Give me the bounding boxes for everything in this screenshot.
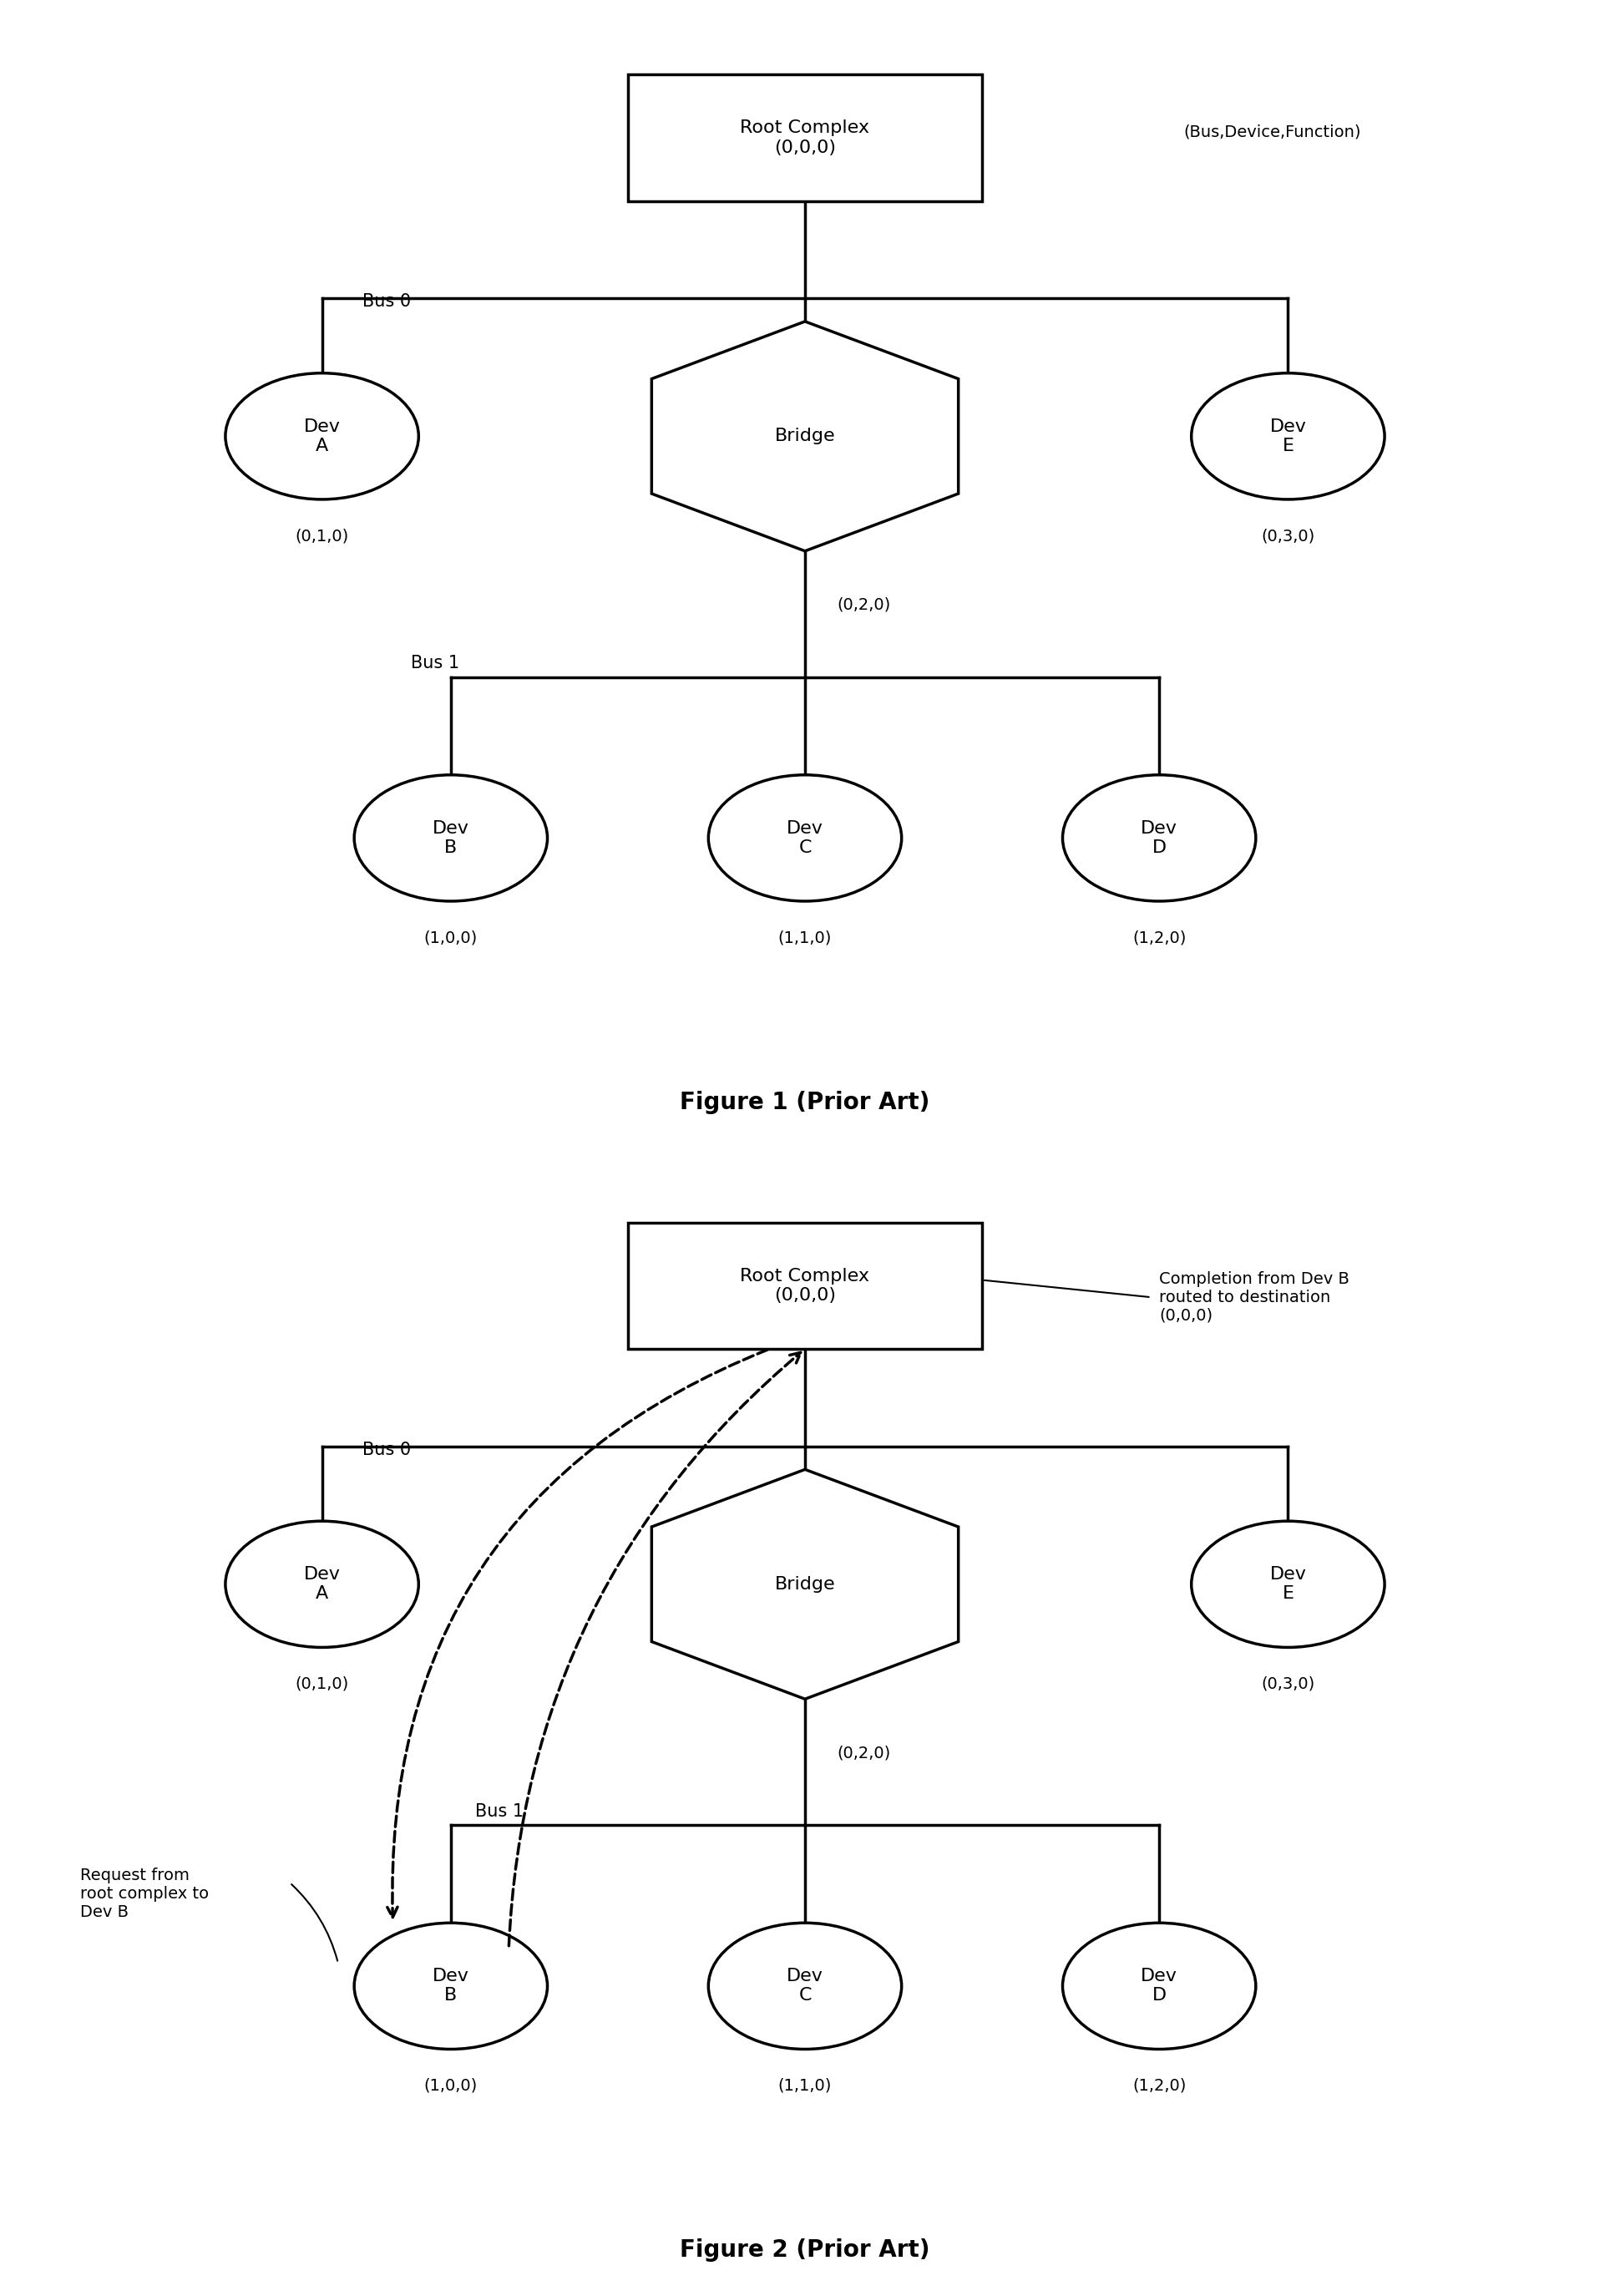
Text: (0,3,0): (0,3,0) <box>1261 528 1315 544</box>
Ellipse shape <box>1063 1924 1256 2048</box>
Text: Dev
B: Dev B <box>433 1968 469 2004</box>
Text: Bus 1: Bus 1 <box>411 654 459 670</box>
Text: (1,2,0): (1,2,0) <box>1132 2078 1187 2094</box>
Text: Dev
B: Dev B <box>433 820 469 856</box>
Text: Bridge: Bridge <box>774 427 836 445</box>
Text: (0,2,0): (0,2,0) <box>837 1745 890 1761</box>
Text: Request from
root complex to
Dev B: Request from root complex to Dev B <box>81 1869 209 1919</box>
Ellipse shape <box>1191 1522 1385 1649</box>
Text: Dev
C: Dev C <box>787 820 823 856</box>
Text: Dev
D: Dev D <box>1141 820 1177 856</box>
Ellipse shape <box>354 774 547 902</box>
Text: (1,1,0): (1,1,0) <box>778 930 832 946</box>
Text: Dev
A: Dev A <box>304 418 340 455</box>
Text: Root Complex
(0,0,0): Root Complex (0,0,0) <box>741 1267 869 1304</box>
Ellipse shape <box>1063 774 1256 902</box>
Ellipse shape <box>708 774 902 902</box>
Text: Bridge: Bridge <box>774 1575 836 1593</box>
Text: (0,2,0): (0,2,0) <box>837 597 890 613</box>
Text: (0,1,0): (0,1,0) <box>295 1676 349 1692</box>
Text: Dev
E: Dev E <box>1270 1566 1306 1603</box>
Ellipse shape <box>708 1924 902 2048</box>
Text: (1,0,0): (1,0,0) <box>423 930 478 946</box>
Text: (0,3,0): (0,3,0) <box>1261 1676 1315 1692</box>
Text: (0,1,0): (0,1,0) <box>295 528 349 544</box>
Text: (1,1,0): (1,1,0) <box>778 2078 832 2094</box>
Ellipse shape <box>354 1924 547 2048</box>
Ellipse shape <box>225 372 419 498</box>
Ellipse shape <box>1191 372 1385 498</box>
Text: Root Complex
(0,0,0): Root Complex (0,0,0) <box>741 119 869 156</box>
Text: (1,2,0): (1,2,0) <box>1132 930 1187 946</box>
Text: Dev
E: Dev E <box>1270 418 1306 455</box>
FancyBboxPatch shape <box>628 1221 982 1350</box>
Text: Dev
C: Dev C <box>787 1968 823 2004</box>
Text: (1,0,0): (1,0,0) <box>423 2078 478 2094</box>
Ellipse shape <box>225 1522 419 1649</box>
Text: (Bus,Device,Function): (Bus,Device,Function) <box>1183 124 1360 140</box>
Text: Figure 1 (Prior Art): Figure 1 (Prior Art) <box>679 1091 931 1114</box>
Polygon shape <box>652 1469 958 1699</box>
Text: Figure 2 (Prior Art): Figure 2 (Prior Art) <box>679 2239 931 2262</box>
Text: Dev
A: Dev A <box>304 1566 340 1603</box>
Text: Bus 1: Bus 1 <box>475 1802 523 1818</box>
FancyBboxPatch shape <box>628 73 982 202</box>
Polygon shape <box>652 321 958 551</box>
Text: Bus 0: Bus 0 <box>362 1442 411 1458</box>
Text: Bus 0: Bus 0 <box>362 294 411 310</box>
Text: Completion from Dev B
routed to destination
(0,0,0): Completion from Dev B routed to destinat… <box>1159 1272 1349 1322</box>
Text: Dev
D: Dev D <box>1141 1968 1177 2004</box>
